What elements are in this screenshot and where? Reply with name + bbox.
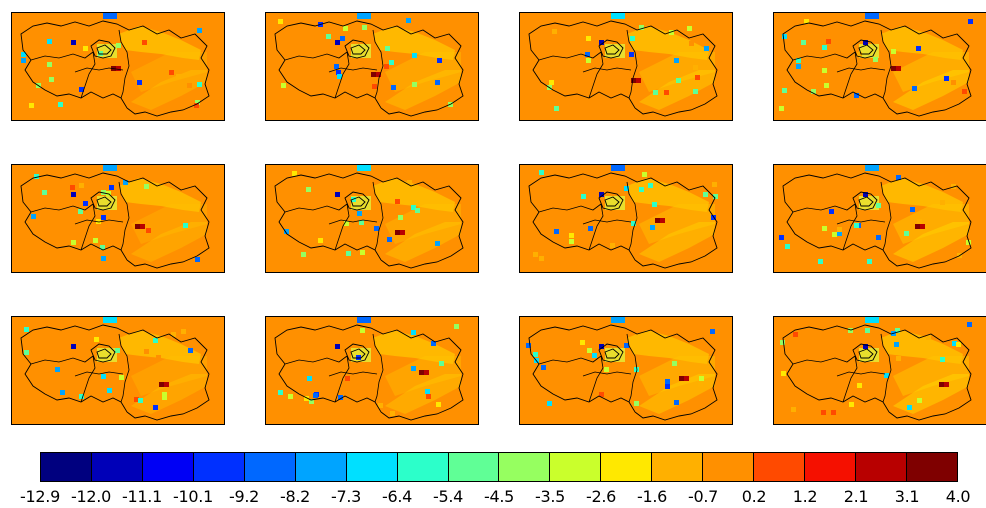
map-panel-6 (265, 164, 479, 273)
colorbar-tick-label: 0.2 (742, 488, 767, 506)
colorbar (40, 452, 958, 482)
map-panel-10 (265, 316, 479, 425)
map-panel-11 (519, 316, 733, 425)
map-panel-8 (773, 164, 986, 273)
colorbar-swatch-13 (703, 453, 754, 481)
colorbar-swatch-9 (499, 453, 550, 481)
colorbar-tick-labels: -12.9 -12.0 -11.1 -10.1 -9.2 -8.2 -7.3 -6.4 -5.4… (0, 488, 986, 508)
colorbar-swatch-10 (550, 453, 601, 481)
colorbar-swatch-11 (601, 453, 652, 481)
colorbar-swatch-3 (194, 453, 245, 481)
colorbar-tick-label: -7.3 (331, 488, 361, 506)
map-panel-7 (519, 164, 733, 273)
colorbar-tick-label: 4.0 (946, 488, 971, 506)
map-panels-grid (0, 0, 986, 440)
colorbar-swatch-16 (856, 453, 907, 481)
colorbar-tick-label: 2.1 (844, 488, 869, 506)
colorbar-tick-label: -0.7 (688, 488, 718, 506)
colorbar-swatch-7 (398, 453, 449, 481)
colorbar-swatch-4 (245, 453, 296, 481)
colorbar-tick-label: -9.2 (229, 488, 259, 506)
colorbar-tick-label: -1.6 (637, 488, 667, 506)
colorbar-tick-label: -12.9 (20, 488, 60, 506)
map-panel-3 (519, 12, 733, 121)
colorbar-swatch-5 (296, 453, 347, 481)
colorbar-swatch-15 (805, 453, 856, 481)
colorbar-tick-label: 3.1 (895, 488, 920, 506)
map-panel-2 (265, 12, 479, 121)
map-panel-5 (11, 164, 225, 273)
colorbar-swatch-17 (907, 453, 957, 481)
colorbar-tick-label: -2.6 (586, 488, 616, 506)
colorbar-swatch-12 (652, 453, 703, 481)
colorbar-tick-label: -12.0 (71, 488, 111, 506)
colorbar-tick-label: 1.2 (793, 488, 818, 506)
map-panel-9 (11, 316, 225, 425)
colorbar-swatch-6 (347, 453, 398, 481)
colorbar-swatch-8 (449, 453, 500, 481)
colorbar-tick-label: -10.1 (173, 488, 213, 506)
map-panel-12 (773, 316, 986, 425)
colorbar-tick-label: -11.1 (122, 488, 162, 506)
colorbar-tick-label: -3.5 (535, 488, 565, 506)
colorbar-tick-label: -4.5 (484, 488, 514, 506)
colorbar-swatches (40, 452, 958, 482)
colorbar-tick-label: -8.2 (280, 488, 310, 506)
colorbar-swatch-0 (41, 453, 92, 481)
map-panel-1 (11, 12, 225, 121)
colorbar-swatch-1 (92, 453, 143, 481)
colorbar-tick-label: -6.4 (382, 488, 412, 506)
map-panel-4 (773, 12, 986, 121)
colorbar-swatch-14 (754, 453, 805, 481)
colorbar-swatch-2 (143, 453, 194, 481)
colorbar-tick-label: -5.4 (433, 488, 463, 506)
